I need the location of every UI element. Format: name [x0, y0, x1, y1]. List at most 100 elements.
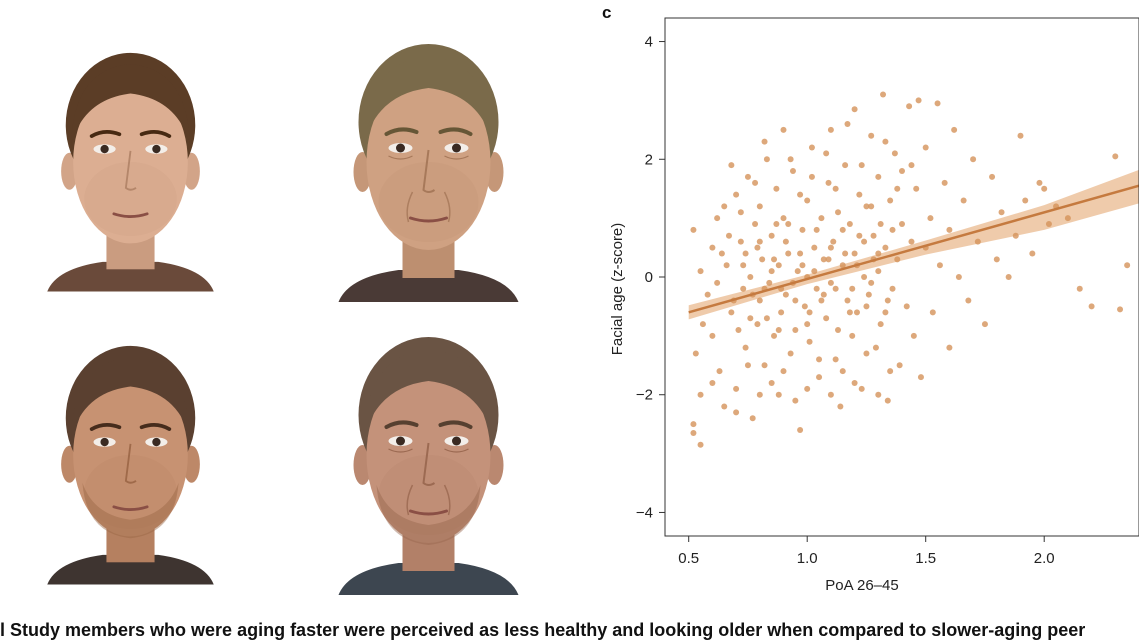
figure-caption: l Study members who were aging faster we…: [0, 620, 1086, 640]
data-point: [709, 332, 716, 339]
data-point: [1076, 285, 1083, 292]
data-point: [946, 344, 953, 351]
data-point: [974, 238, 981, 245]
data-point: [863, 203, 870, 210]
data-point: [917, 374, 924, 381]
face-female-slow: [38, 22, 223, 302]
data-point: [1041, 185, 1048, 192]
data-point: [851, 106, 858, 113]
data-point: [754, 321, 761, 328]
data-point: [934, 100, 941, 107]
data-point: [816, 374, 823, 381]
data-point: [763, 156, 770, 163]
data-point: [889, 226, 896, 233]
data-point: [766, 279, 773, 286]
data-point: [780, 368, 787, 375]
data-point: [844, 297, 851, 304]
data-point: [908, 162, 915, 169]
data-point: [690, 429, 697, 436]
data-point: [804, 385, 811, 392]
data-point: [861, 238, 868, 245]
data-point: [858, 385, 865, 392]
face-male-fast: [326, 315, 531, 595]
data-point: [861, 274, 868, 280]
data-point: [756, 203, 763, 210]
data-point: [782, 238, 789, 245]
data-point: [787, 156, 794, 163]
data-point: [887, 197, 894, 204]
data-point: [875, 268, 882, 275]
data-point: [1017, 132, 1024, 139]
data-point: [896, 362, 903, 369]
data-point: [842, 250, 849, 257]
data-point: [771, 256, 778, 263]
data-point: [773, 185, 780, 192]
x-tick-label: 2.0: [1034, 550, 1055, 567]
x-tick-label: 1.0: [797, 550, 818, 567]
data-point: [842, 162, 849, 169]
data-point: [761, 138, 768, 145]
data-point: [785, 221, 792, 228]
data-point: [785, 250, 792, 257]
data-point: [989, 173, 996, 180]
data-point: [870, 232, 877, 239]
data-point: [936, 262, 943, 269]
data-point: [846, 309, 853, 316]
plot-frame: [664, 17, 1139, 537]
data-point: [808, 173, 815, 180]
data-point: [830, 238, 837, 245]
data-point: [884, 397, 891, 404]
data-point: [1005, 274, 1012, 280]
data-point: [718, 250, 725, 257]
data-point: [797, 191, 804, 198]
data-point: [877, 321, 884, 328]
data-point: [889, 285, 896, 292]
data-point: [818, 215, 825, 222]
data-point: [998, 209, 1005, 216]
data-point: [714, 215, 721, 222]
data-point: [773, 221, 780, 228]
data-point: [903, 303, 910, 310]
x-axis-label: PoA 26–45: [825, 577, 898, 594]
data-point: [875, 391, 882, 398]
data-point: [780, 215, 787, 222]
data-point: [849, 332, 856, 339]
data-point: [1029, 250, 1036, 257]
scatter-chart: 4 2 0 −2 −4 0.5 1.0 1.5 2.0 c PoA 26–45 Facial a…: [602, 3, 1139, 594]
data-point: [856, 232, 863, 239]
data-point: [835, 209, 842, 216]
data-point: [728, 309, 735, 316]
face-female-fast: [326, 22, 531, 302]
data-point: [690, 226, 697, 233]
data-point: [754, 244, 761, 251]
data-point: [922, 144, 929, 151]
data-point: [868, 203, 875, 210]
data-point: [690, 421, 697, 428]
data-point: [709, 244, 716, 251]
data-point: [792, 397, 799, 404]
panel-letter: c: [602, 3, 611, 22]
y-tick-label: 4: [645, 34, 653, 51]
data-point: [899, 221, 905, 228]
data-point: [899, 168, 905, 175]
data-point: [875, 250, 882, 257]
data-point: [697, 391, 704, 398]
confidence-band: [688, 169, 1139, 320]
data-point: [789, 168, 796, 175]
data-point: [1124, 262, 1131, 269]
data-point: [827, 391, 834, 398]
data-point: [846, 221, 853, 228]
data-point: [927, 215, 934, 222]
data-point: [744, 362, 751, 369]
data-point: [761, 362, 768, 369]
regression-line: [688, 184, 1139, 314]
data-point: [813, 285, 820, 292]
data-point: [768, 232, 775, 239]
data-point: [839, 226, 846, 233]
data-point: [880, 91, 887, 98]
data-point: [827, 279, 834, 286]
data-point: [882, 244, 889, 251]
data-point: [887, 368, 894, 375]
data-point: [797, 427, 804, 434]
data-point: [884, 297, 891, 304]
